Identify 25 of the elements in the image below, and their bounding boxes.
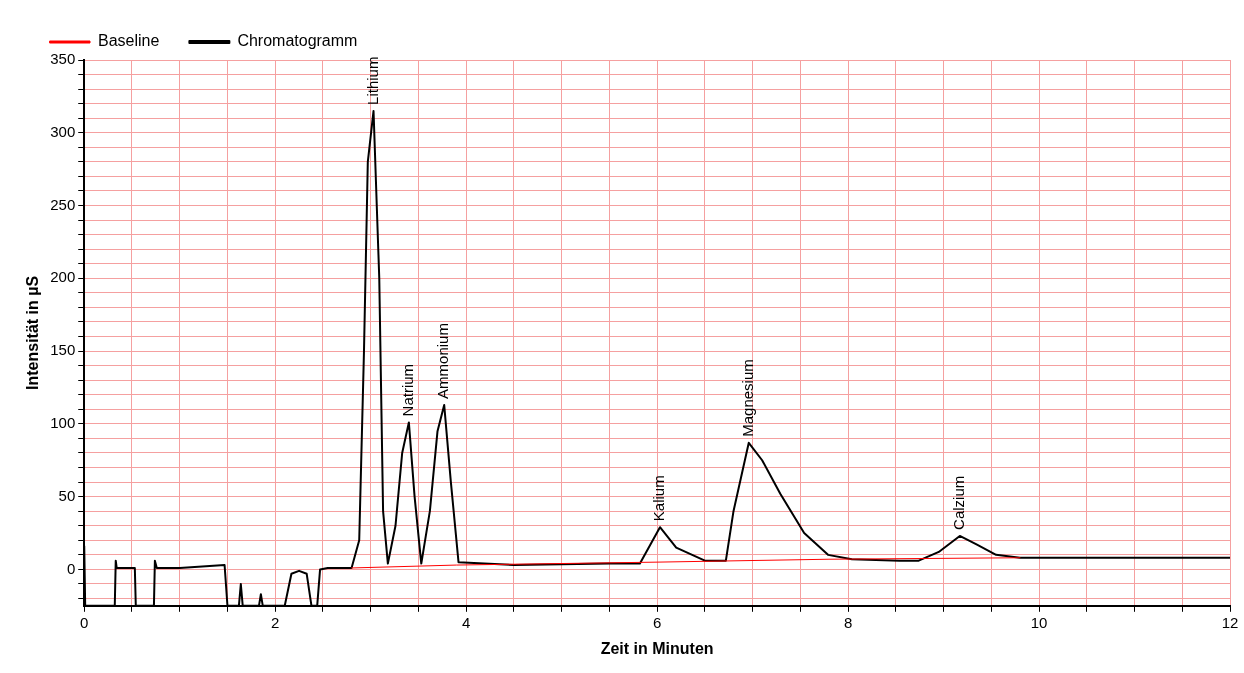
x-tick-label: 4 [461, 613, 471, 631]
x-tick-label: 10 [1030, 613, 1048, 631]
annotation: Lithium [363, 56, 381, 105]
y-tick-label: 200 [50, 268, 76, 286]
annotation: Calzium [949, 475, 967, 530]
y-tick-label: 100 [50, 414, 76, 432]
x-tick-label: 0 [80, 613, 89, 631]
y-tick-label: 250 [50, 195, 76, 213]
x-tick-label: 12 [1221, 613, 1239, 631]
legend-label: Chromatogramm [237, 32, 358, 50]
x-tick-label: 6 [652, 613, 662, 631]
annotation: Magnesium [738, 359, 756, 437]
y-tick-label: 150 [50, 341, 76, 359]
x-axis-title: Zeit in Minuten [600, 639, 714, 657]
y-tick-label: 350 [50, 50, 76, 68]
annotation: Natrium [399, 363, 416, 417]
annotation: Ammonium [434, 323, 452, 399]
x-tick-label: 2 [271, 613, 280, 631]
annotation: Kalium [650, 475, 668, 522]
y-tick-label: 300 [50, 122, 76, 140]
x-tick-label: 8 [843, 613, 853, 631]
y-axis-title: Intensität in µS [24, 275, 42, 390]
legend-label: Baseline [98, 32, 160, 50]
y-tick-label: 0 [66, 559, 76, 577]
y-tick-label: 50 [58, 486, 76, 504]
